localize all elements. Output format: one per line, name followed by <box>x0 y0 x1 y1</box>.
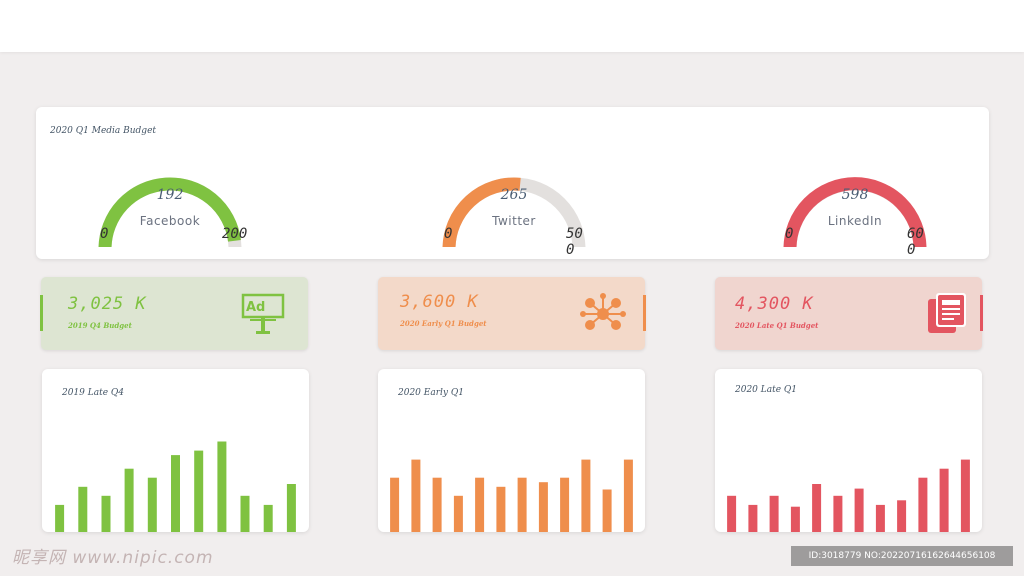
gauge-label: Facebook <box>139 214 201 228</box>
chart-bar <box>939 468 949 532</box>
chart-bar <box>854 488 864 532</box>
kpi-card-2019-q4: 3,025 K 2019 Q4 Budget Ad <box>40 277 308 350</box>
chart-bar <box>875 504 885 532</box>
kpi-card-2020-early-q1: 3,600 K 2020 Early Q1 Budget <box>378 277 646 350</box>
chart-card-2019-late-q4: 2019 Late Q4 <box>42 369 309 532</box>
chart-bar <box>432 477 442 532</box>
social-network-icon <box>578 289 626 335</box>
chart-bar <box>124 468 134 532</box>
gauge-linkedin: 598 LinkedIn 0 600 <box>755 137 955 258</box>
chart-title: 2020 Late Q1 <box>735 385 798 395</box>
gauge-facebook: 192 Facebook 0 200 <box>70 137 270 247</box>
gauge-fill <box>98 177 241 247</box>
chart-bar <box>55 504 65 532</box>
chart-title: 2019 Late Q4 <box>62 388 125 398</box>
card-accent <box>643 295 646 331</box>
billboard-ad-icon: Ad <box>240 291 286 337</box>
kpi-amount: 4,300 K <box>735 294 814 314</box>
chart-bar <box>496 486 506 532</box>
chart-bar <box>960 459 970 532</box>
top-header-bar <box>0 0 1024 52</box>
chart-bar <box>833 495 843 532</box>
chart-bar <box>263 504 273 532</box>
gauge-max: 200 <box>222 226 248 242</box>
chart-bar <box>217 441 227 532</box>
chart-bar <box>286 484 296 532</box>
kpi-label: 2020 Late Q1 Budget <box>735 321 819 330</box>
chart-bar <box>748 504 758 532</box>
chart-bar <box>918 477 928 532</box>
gauge-fill <box>783 177 927 247</box>
chart-bar <box>769 495 779 532</box>
chart-bar <box>101 495 111 532</box>
kpi-amount: 3,025 K <box>68 294 147 314</box>
card-accent <box>980 295 983 331</box>
chart-bar <box>147 477 157 532</box>
bar-chart <box>727 459 970 532</box>
panel-title: 2020 Q1 Media Budget <box>50 126 157 136</box>
gauge-value: 598 <box>841 187 869 203</box>
gauge-value: 192 <box>156 187 184 203</box>
ad-icon-text: Ad <box>246 300 265 315</box>
chart-bar <box>560 477 570 532</box>
chart-bar <box>812 484 822 532</box>
kpi-label: 2020 Early Q1 Budget <box>400 319 487 328</box>
chart-bar <box>171 455 180 532</box>
gauge-value: 265 <box>500 187 528 203</box>
chart-bar <box>453 495 463 532</box>
chart-bar <box>390 477 400 532</box>
chart-bar <box>897 500 907 532</box>
gauge-min: 0 <box>785 226 794 242</box>
chart-bar <box>194 450 204 532</box>
chart-bar <box>581 459 591 532</box>
kpi-card-2020-late-q1: 4,300 K 2020 Late Q1 Budget <box>715 277 983 350</box>
gauge-label: Twitter <box>492 214 536 228</box>
chart-bar <box>517 477 527 532</box>
gauge-fill <box>442 177 521 247</box>
watermark-text: 昵享网 www.nipic.com <box>12 548 214 568</box>
media-budget-panel: 2020 Q1 Media Budget 192 Facebook 0 200 … <box>36 107 989 259</box>
watermark-id: ID:3018779 NO:20220716162644656108 <box>791 546 1013 566</box>
gauge-min: 0 <box>100 226 109 242</box>
kpi-label: 2019 Q4 Budget <box>68 321 132 330</box>
document-icon <box>925 291 971 337</box>
card-accent <box>40 295 43 331</box>
chart-card-2020-early-q1: 2020 Early Q1 <box>378 369 645 532</box>
bar-chart <box>55 441 296 532</box>
chart-title: 2020 Early Q1 <box>398 388 464 398</box>
chart-bar <box>538 482 548 532</box>
chart-bar <box>78 486 88 532</box>
chart-bar <box>727 495 737 532</box>
gauge-max: 600 <box>907 226 924 258</box>
chart-bar <box>475 477 485 532</box>
chart-bar <box>623 459 633 532</box>
gauge-min: 0 <box>444 226 453 242</box>
chart-card-2020-late-q1: 2020 Late Q1 <box>715 369 982 532</box>
chart-bar <box>790 506 800 532</box>
gauge-max: 500 <box>566 226 583 258</box>
chart-bar <box>240 495 250 532</box>
bar-chart <box>390 459 633 532</box>
chart-bar <box>411 459 421 532</box>
gauge-twitter: 265 Twitter 0 500 <box>414 137 614 258</box>
chart-bar <box>602 489 612 532</box>
gauge-label: LinkedIn <box>827 214 883 228</box>
kpi-amount: 3,600 K <box>400 292 479 312</box>
